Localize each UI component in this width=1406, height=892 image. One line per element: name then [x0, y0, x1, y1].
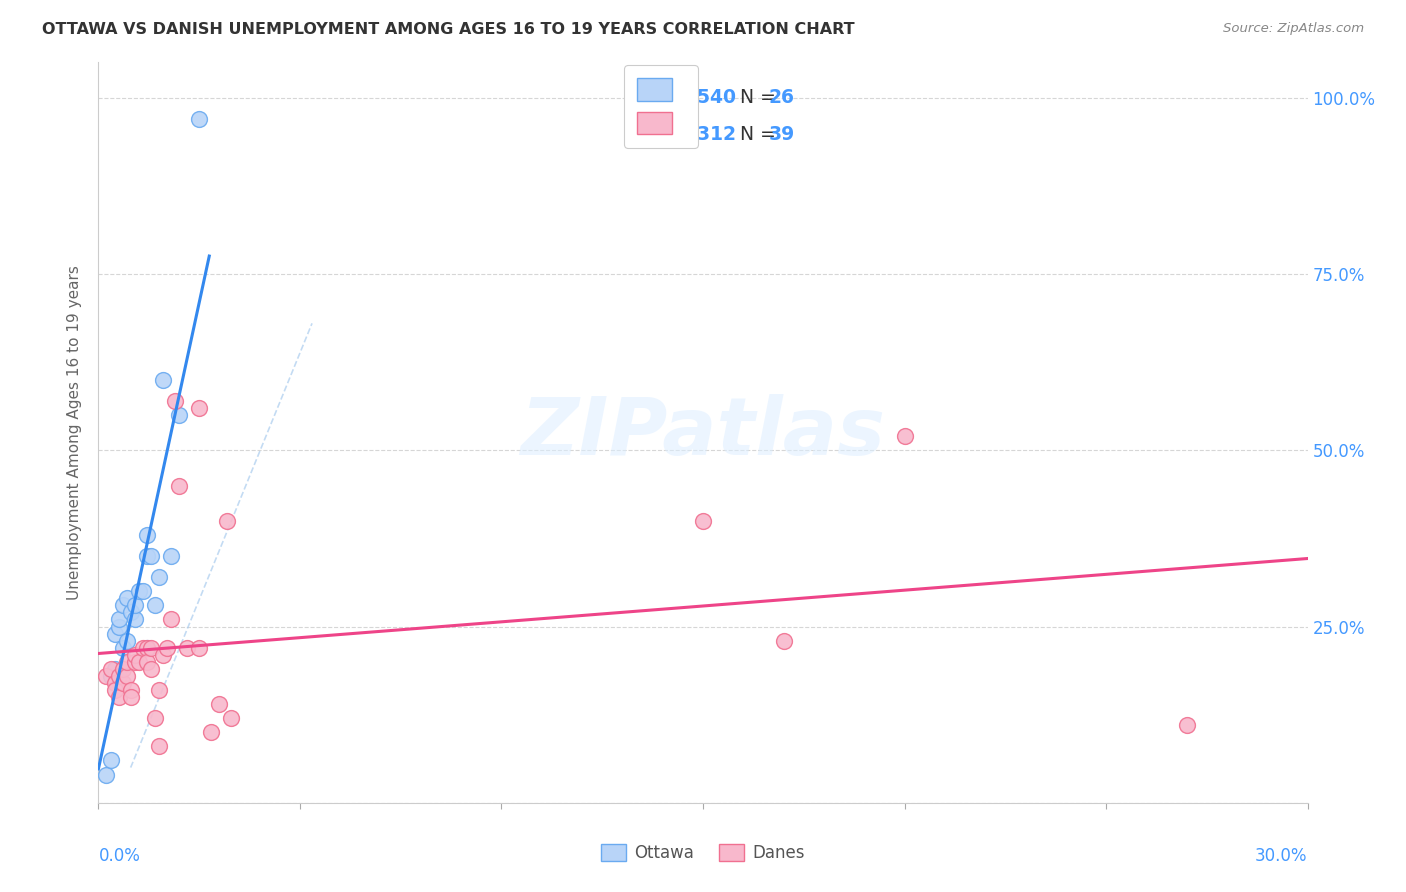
Text: 0.312: 0.312: [678, 126, 737, 145]
Point: [120, 606, 142, 620]
Point: [208, 697, 231, 711]
Point: [167, 408, 190, 422]
Point: [156, 640, 179, 655]
Point: [128, 584, 150, 599]
Point: [188, 401, 211, 415]
Point: [100, 662, 122, 676]
Point: [111, 640, 134, 655]
Point: [132, 640, 155, 655]
Point: [160, 549, 183, 563]
Point: [139, 662, 162, 676]
Text: 26: 26: [768, 88, 794, 107]
Point: [132, 584, 155, 599]
Point: [96, 767, 118, 781]
Point: [188, 640, 211, 655]
Text: Source: ZipAtlas.com: Source: ZipAtlas.com: [1223, 22, 1364, 36]
Point: [221, 711, 243, 725]
Point: [200, 725, 222, 739]
Y-axis label: Unemployment Among Ages 16 to 19 years: Unemployment Among Ages 16 to 19 years: [67, 265, 83, 600]
Point: [115, 633, 138, 648]
Point: [100, 669, 122, 683]
Point: [148, 739, 170, 754]
Text: N =: N =: [741, 126, 782, 145]
Text: ZIPatlas: ZIPatlas: [520, 393, 886, 472]
Point: [148, 683, 170, 698]
Point: [217, 514, 239, 528]
Text: 39: 39: [768, 126, 794, 145]
Point: [103, 676, 125, 690]
Point: [111, 599, 134, 613]
Point: [152, 373, 174, 387]
Point: [152, 648, 174, 662]
Text: N =: N =: [741, 88, 782, 107]
Text: 0.540: 0.540: [678, 88, 737, 107]
Point: [143, 599, 166, 613]
Point: [107, 690, 129, 704]
Legend: Ottawa, Danes: Ottawa, Danes: [595, 837, 811, 869]
Point: [188, 112, 211, 126]
Point: [115, 591, 138, 606]
Point: [103, 662, 125, 676]
Point: [107, 669, 129, 683]
Point: [120, 690, 142, 704]
Point: [135, 640, 157, 655]
Point: [124, 612, 146, 626]
Point: [124, 655, 146, 669]
Point: [176, 640, 198, 655]
Point: [111, 662, 134, 676]
Text: R =: R =: [650, 126, 690, 145]
Text: 30.0%: 30.0%: [1256, 847, 1308, 865]
Point: [135, 549, 157, 563]
Point: [107, 619, 129, 633]
Point: [139, 640, 162, 655]
Text: OTTAWA VS DANISH UNEMPLOYMENT AMONG AGES 16 TO 19 YEARS CORRELATION CHART: OTTAWA VS DANISH UNEMPLOYMENT AMONG AGES…: [42, 22, 855, 37]
Point: [163, 393, 186, 408]
Point: [143, 711, 166, 725]
Point: [120, 683, 142, 698]
Text: R =: R =: [650, 88, 690, 107]
Point: [135, 655, 157, 669]
Point: [103, 683, 125, 698]
Point: [167, 478, 190, 492]
Point: [692, 514, 714, 528]
Point: [139, 549, 162, 563]
Point: [124, 648, 146, 662]
Point: [135, 640, 157, 655]
Text: 0.0%: 0.0%: [98, 847, 141, 865]
Point: [128, 655, 150, 669]
Point: [111, 676, 134, 690]
Point: [1175, 718, 1198, 732]
Point: [135, 528, 157, 542]
Point: [772, 633, 794, 648]
Point: [893, 429, 915, 443]
Point: [103, 626, 125, 640]
Point: [115, 655, 138, 669]
Point: [115, 669, 138, 683]
Point: [124, 599, 146, 613]
Point: [148, 570, 170, 584]
Point: [100, 754, 122, 768]
Point: [160, 612, 183, 626]
Point: [96, 669, 118, 683]
Point: [107, 612, 129, 626]
